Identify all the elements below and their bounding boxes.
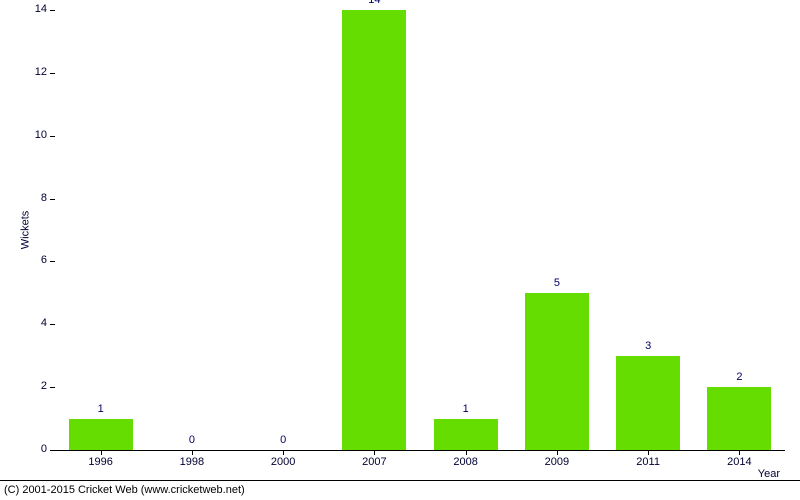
y-tick-mark bbox=[50, 324, 55, 325]
bar bbox=[707, 387, 771, 450]
x-tick-mark bbox=[557, 450, 558, 455]
bar bbox=[525, 293, 589, 450]
x-tick-label: 2014 bbox=[719, 456, 759, 468]
x-tick-mark bbox=[101, 450, 102, 455]
y-tick-label: 6 bbox=[41, 254, 47, 266]
y-axis-label: Wickets bbox=[19, 211, 31, 250]
x-tick-mark bbox=[192, 450, 193, 455]
y-tick-mark bbox=[50, 261, 55, 262]
y-tick-mark bbox=[50, 450, 55, 451]
x-tick-mark bbox=[739, 450, 740, 455]
chart-container: Wickets Year (C) 2001-2015 Cricket Web (… bbox=[0, 0, 800, 500]
bar bbox=[69, 419, 133, 450]
x-tick-label: 2009 bbox=[537, 456, 577, 468]
y-tick-label: 2 bbox=[41, 380, 47, 392]
footer-divider bbox=[0, 480, 800, 481]
x-tick-label: 2011 bbox=[628, 456, 668, 468]
x-tick-mark bbox=[374, 450, 375, 455]
bar-value-label: 5 bbox=[542, 277, 572, 289]
bar-value-label: 1 bbox=[451, 403, 481, 415]
x-tick-label: 1998 bbox=[172, 456, 212, 468]
y-tick-mark bbox=[50, 73, 55, 74]
bar-value-label: 1 bbox=[86, 403, 116, 415]
bar bbox=[342, 10, 406, 450]
y-tick-label: 10 bbox=[35, 129, 47, 141]
bar-value-label: 3 bbox=[633, 340, 663, 352]
bar bbox=[434, 419, 498, 450]
bar-value-label: 2 bbox=[724, 371, 754, 383]
y-tick-label: 12 bbox=[35, 66, 47, 78]
bar bbox=[616, 356, 680, 450]
y-tick-mark bbox=[50, 387, 55, 388]
y-tick-mark bbox=[50, 199, 55, 200]
y-tick-label: 4 bbox=[41, 317, 47, 329]
x-tick-mark bbox=[648, 450, 649, 455]
y-tick-label: 14 bbox=[35, 3, 47, 15]
y-tick-label: 0 bbox=[41, 443, 47, 455]
x-tick-label: 1996 bbox=[81, 456, 121, 468]
footer-text: (C) 2001-2015 Cricket Web (www.cricketwe… bbox=[4, 484, 245, 496]
x-axis-line bbox=[55, 450, 785, 451]
x-tick-mark bbox=[283, 450, 284, 455]
bar-value-label: 14 bbox=[359, 0, 389, 6]
x-tick-label: 2007 bbox=[354, 456, 394, 468]
y-tick-mark bbox=[50, 136, 55, 137]
x-tick-mark bbox=[466, 450, 467, 455]
bar-value-label: 0 bbox=[268, 434, 298, 446]
y-tick-label: 8 bbox=[41, 192, 47, 204]
x-axis-label: Year bbox=[758, 468, 780, 480]
x-tick-label: 2000 bbox=[263, 456, 303, 468]
bar-value-label: 0 bbox=[177, 434, 207, 446]
y-tick-mark bbox=[50, 10, 55, 11]
x-tick-label: 2008 bbox=[446, 456, 486, 468]
